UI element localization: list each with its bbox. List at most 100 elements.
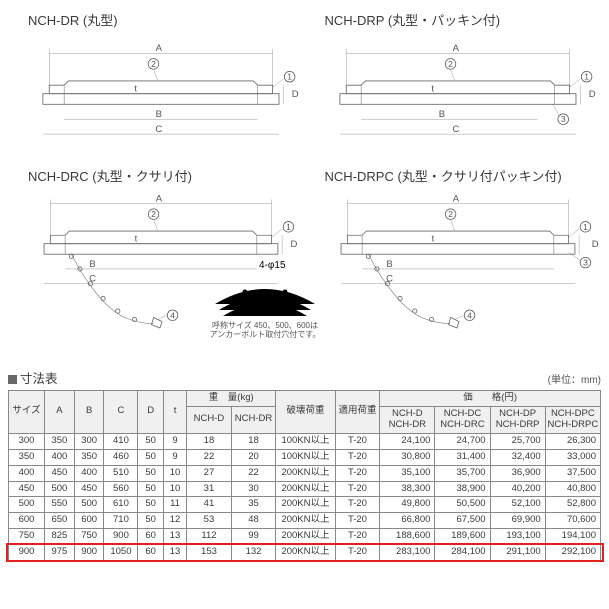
svg-text:1: 1	[286, 222, 291, 232]
table-row: 50055050061050114135200KN以上T-2049,80050,…	[9, 497, 601, 513]
table-cell: 48	[231, 513, 276, 529]
svg-text:4: 4	[170, 310, 175, 320]
svg-text:t: t	[135, 234, 138, 245]
table-cell: 50	[138, 481, 163, 497]
table-cell: 500	[9, 497, 45, 513]
table-header: NCH-DNCH-DR	[380, 406, 435, 433]
table-cell: 35	[231, 497, 276, 513]
table-header: サイズ	[9, 391, 45, 434]
arc-note-line1: 呼称サイズ 450、500、600は	[200, 321, 330, 330]
svg-text:B: B	[386, 259, 392, 270]
svg-text:t: t	[431, 234, 434, 245]
table-header: 重 量(kg)	[187, 391, 276, 407]
table-row: 40045040051050102722200KN以上T-2035,10035,…	[9, 465, 601, 481]
table-cell: 99	[231, 529, 276, 545]
table-cell: 600	[74, 513, 104, 529]
table-cell: 200KN以上	[276, 529, 335, 545]
table-header: NCH-DR	[231, 406, 276, 433]
table-cell: 30,800	[380, 449, 435, 465]
table-cell: 70,600	[545, 513, 600, 529]
svg-text:A: A	[452, 194, 459, 205]
table-cell: 50	[138, 513, 163, 529]
table-cell: 510	[104, 465, 138, 481]
table-header: B	[74, 391, 104, 434]
table-cell: 750	[74, 529, 104, 545]
arc-detail-note: 4-φ15 呼称サイズ 450、500、600は アンカーボルト取付穴付です。	[200, 260, 330, 339]
table-cell: 50	[138, 433, 163, 449]
table-row: 60065060071050125348200KN以上T-2066,80067,…	[9, 513, 601, 529]
table-cell: T-20	[335, 529, 380, 545]
table-cell: 18	[231, 433, 276, 449]
table-row: 3504003504605092220100KN以上T-2030,80031,4…	[9, 449, 601, 465]
table-cell: 38,900	[435, 481, 490, 497]
table-cell: 22	[187, 449, 232, 465]
diagram-drp-svg: A 2 1 3 D B C t	[325, 35, 602, 163]
svg-text:4: 4	[467, 310, 472, 320]
table-cell: 31,400	[435, 449, 490, 465]
table-cell: 400	[9, 465, 45, 481]
table-header: NCH-DPNCH-DRP	[490, 406, 545, 433]
table-cell: 900	[74, 545, 104, 561]
table-header: 適用荷重	[335, 391, 380, 434]
table-cell: 500	[45, 481, 75, 497]
table-cell: 900	[104, 529, 138, 545]
table-cell: 100KN以上	[276, 433, 335, 449]
table-cell: T-20	[335, 545, 380, 561]
table-cell: 500	[74, 497, 104, 513]
diagram-nch-dr: NCH-DR (丸型) A 2 1 D B C	[28, 10, 305, 160]
table-row: 750825750900601311299200KN以上T-20188,6001…	[9, 529, 601, 545]
table-cell: 400	[45, 449, 75, 465]
table-cell: 292,100	[545, 545, 600, 561]
table-header: NCH-DCNCH-DRC	[435, 406, 490, 433]
table-header: 破壊荷重	[276, 391, 335, 434]
table-title-text: 寸法表	[20, 372, 58, 386]
table-cell: T-20	[335, 433, 380, 449]
diagram-drpc-svg: A 2 1 3 D B C t 4	[325, 191, 602, 349]
table-cell: 1050	[104, 545, 138, 561]
table-header: t	[163, 391, 186, 434]
table-cell: 193,100	[490, 529, 545, 545]
table-cell: 66,800	[380, 513, 435, 529]
table-cell: 60	[138, 545, 163, 561]
table-header: 価 格(円)	[380, 391, 601, 407]
diagram-dr-svg: A 2 1 D B C t	[28, 35, 305, 163]
table-cell: 36,900	[490, 465, 545, 481]
table-cell: 24,700	[435, 433, 490, 449]
table-cell: 112	[187, 529, 232, 545]
table-cell: 30	[231, 481, 276, 497]
table-cell: 188,600	[380, 529, 435, 545]
table-cell: 22	[231, 465, 276, 481]
svg-text:D: D	[588, 89, 595, 100]
table-cell: 53	[187, 513, 232, 529]
table-cell: 52,100	[490, 497, 545, 513]
table-cell: 132	[231, 545, 276, 561]
table-cell: 32,400	[490, 449, 545, 465]
svg-text:C: C	[155, 124, 162, 135]
diagram-title: NCH-DRP (丸型・パッキン付)	[325, 10, 602, 29]
svg-text:1: 1	[584, 72, 589, 82]
table-cell: 189,600	[435, 529, 490, 545]
table-cell: 37,500	[545, 465, 600, 481]
table-cell: 900	[9, 545, 45, 561]
table-cell: 710	[104, 513, 138, 529]
table-cell: T-20	[335, 481, 380, 497]
table-cell: 9	[163, 449, 186, 465]
diagram-nch-drpc: NCH-DRPC (丸型・クサリ付パッキン付) A 2 1 3 D B C t	[325, 166, 602, 346]
table-cell: 50	[138, 497, 163, 513]
table-cell: 291,100	[490, 545, 545, 561]
table-cell: T-20	[335, 449, 380, 465]
unit-label: (単位：mm)	[548, 371, 601, 386]
table-cell: 35,700	[435, 465, 490, 481]
svg-text:B: B	[438, 109, 444, 120]
table-row: 90097590010506013153132200KN以上T-20283,10…	[9, 545, 601, 561]
table-cell: 50	[138, 449, 163, 465]
table-cell: 825	[45, 529, 75, 545]
table-cell: 300	[9, 433, 45, 449]
table-cell: 350	[45, 433, 75, 449]
diagram-title: NCH-DR (丸型)	[28, 10, 305, 29]
table-cell: 450	[45, 465, 75, 481]
table-cell: 450	[9, 481, 45, 497]
svg-text:t: t	[431, 84, 434, 95]
svg-text:1: 1	[287, 72, 292, 82]
table-cell: 200KN以上	[276, 465, 335, 481]
